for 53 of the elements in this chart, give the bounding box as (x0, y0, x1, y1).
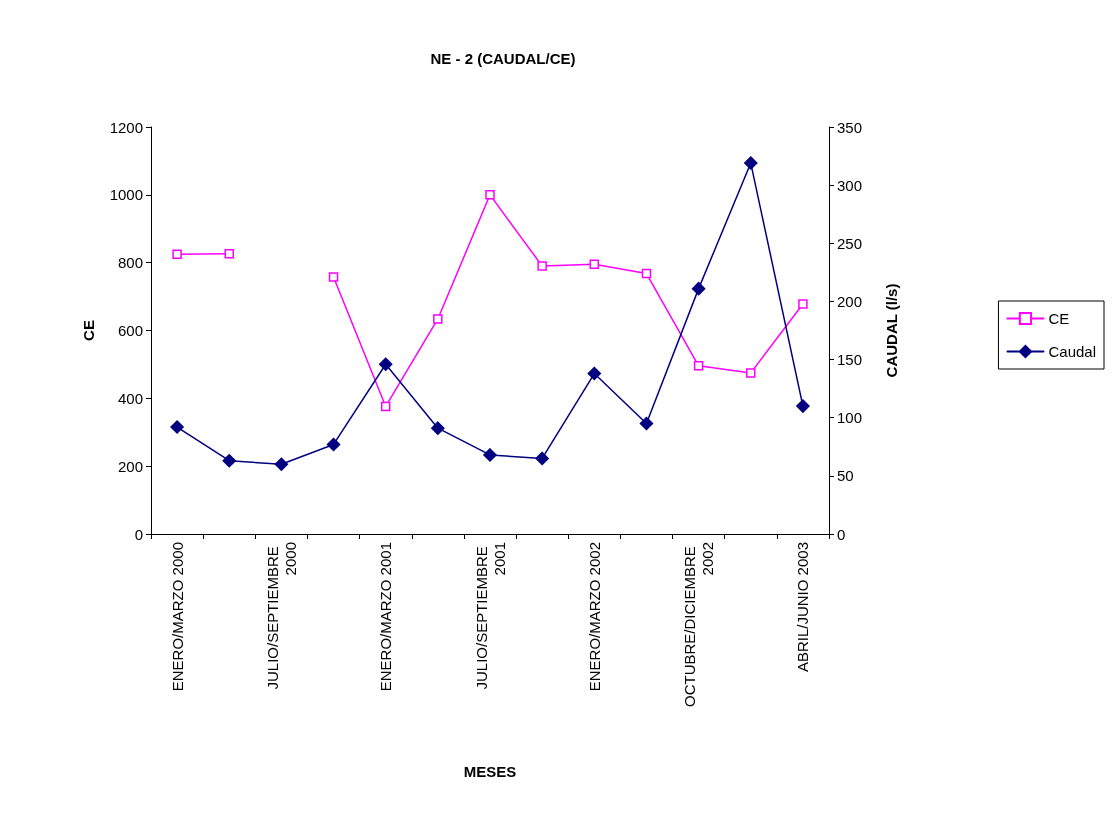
point (378, 357, 393, 371)
y2-tick-label: 250 (837, 234, 863, 252)
point (798, 299, 808, 309)
legend-label: Caudal (1048, 343, 1097, 360)
point (326, 437, 341, 452)
y2-tick-label: 0 (837, 525, 846, 543)
x-tick-label: ENERO/MARZO 2000 (168, 542, 186, 692)
x-tick-label: ENERO/MARZO 2001 (377, 542, 395, 692)
point (222, 453, 236, 468)
point (693, 361, 704, 371)
point (172, 249, 182, 259)
y-tick-label: 1200 (109, 118, 143, 136)
point (691, 281, 706, 296)
point (589, 259, 600, 270)
y2-tick-label: 100 (837, 409, 863, 427)
chart-title: NE - 2 (CAUDAL/CE) (430, 50, 576, 67)
point (328, 272, 339, 282)
point (639, 416, 654, 431)
y2-tick-label: 200 (837, 292, 863, 310)
y-tick-label: 0 (134, 525, 143, 543)
y2-axis-title: CAUDAL (l/s) (883, 283, 900, 378)
y-tick-label: 800 (117, 254, 143, 272)
point (485, 190, 495, 200)
x-tick-label: ABRIL/JUNIO 2003 (794, 542, 812, 673)
y2-tick-label: 350 (837, 118, 863, 136)
point (744, 156, 758, 170)
point (796, 399, 810, 413)
point (746, 368, 756, 378)
legend-label: CE (1048, 310, 1070, 327)
y2-tick-label: 150 (837, 351, 863, 369)
point (483, 448, 497, 462)
x-axis-title: MESES (463, 763, 517, 780)
point (274, 457, 289, 471)
y2-tick-label: 50 (837, 467, 854, 485)
y2-tick-label: 300 (837, 176, 863, 194)
point (380, 401, 391, 412)
y-tick-label: 200 (117, 457, 143, 475)
x-tick-label: JULIO/SEPTIEMBRE 2001 (472, 542, 508, 690)
y-tick-label: 600 (117, 322, 143, 339)
y-tick-label: 400 (117, 389, 143, 407)
point (431, 421, 445, 435)
point (224, 249, 234, 259)
point (641, 268, 652, 279)
point (433, 314, 443, 324)
point (537, 261, 547, 271)
point (587, 366, 602, 381)
point (535, 451, 549, 466)
point (170, 420, 184, 434)
y-tick-label: 1000 (109, 186, 143, 204)
x-tick-label: ENERO/MARZO 2002 (585, 542, 603, 692)
x-tick-label: OCTUBRE/DICIEMBRE 2002 (681, 542, 717, 708)
y-axis-title: CE (80, 320, 97, 341)
x-tick-label: JULIO/SEPTIEMBRE 2000 (263, 542, 299, 690)
